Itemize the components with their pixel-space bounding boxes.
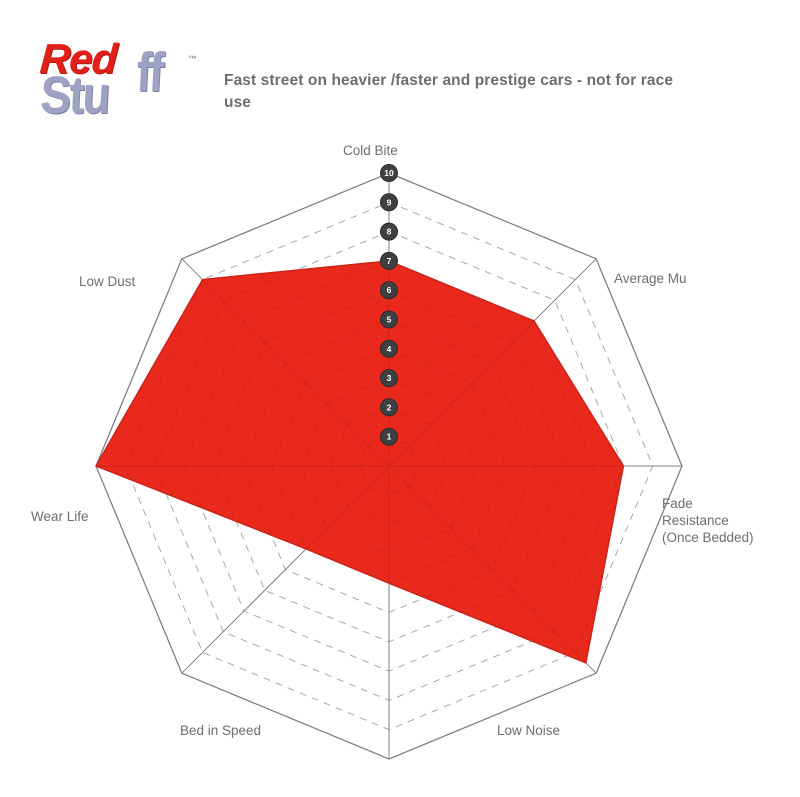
- tick-label-8: 8: [387, 227, 392, 237]
- tick-badge-5: 5: [380, 310, 398, 329]
- redstuff-logo: Stu Red ff ™: [34, 35, 197, 132]
- radar-spoke-overlay-7: [181, 260, 390, 467]
- tick-label-3: 3: [387, 373, 392, 383]
- axis-label-fade-resistance: Fade Resistance (Once Bedded): [662, 496, 754, 547]
- fade-line-2: Resistance: [662, 512, 729, 528]
- tick-badge-1: 1: [380, 427, 398, 446]
- tick-label-4: 4: [387, 344, 392, 354]
- tick-badge-8: 8: [380, 222, 398, 241]
- axis-label-low-dust: Low Dust: [79, 274, 136, 289]
- tick-label-9: 9: [387, 197, 392, 207]
- radar-ring-overlay-4: [271, 348, 507, 584]
- axis-label-low-noise: Low Noise: [497, 723, 561, 738]
- chart-subtitle: Fast street on heavier /faster and prest…: [224, 72, 674, 112]
- radar-ring-overlay-3: [300, 377, 478, 555]
- axis-label-wear-life: Wear Life: [31, 509, 89, 524]
- fade-line-3: (Once Bedded): [662, 529, 754, 545]
- tick-label-6: 6: [387, 285, 392, 295]
- tick-label-10: 10: [384, 168, 394, 178]
- tick-label-2: 2: [387, 402, 392, 412]
- axis-label-average-mu: Average Mu: [614, 271, 687, 286]
- tick-label-5: 5: [387, 315, 392, 325]
- tick-label-7: 7: [387, 256, 392, 266]
- tick-badge-7: 7: [380, 251, 398, 270]
- radar-ring-overlay-2: [329, 406, 449, 526]
- fade-line-1: Fade: [662, 496, 693, 511]
- axis-label-cold-bite: Cold Bite: [343, 143, 398, 158]
- radar-series-polygon: [94, 260, 625, 664]
- radar-ring-overlay-1: [359, 436, 419, 496]
- radar-ring-overlay-7: [183, 260, 595, 663]
- radar-ring-overlay-9: [124, 260, 624, 663]
- tick-badge-9: 9: [380, 193, 398, 212]
- tick-badge-4: 4: [380, 339, 398, 358]
- axis-label-bed-in-speed: Bed in Speed: [180, 723, 262, 738]
- radar-spoke-overlay-3: [388, 465, 597, 663]
- series-area-redstuff: [94, 260, 625, 664]
- tick-label-1: 1: [387, 432, 392, 442]
- trademark-symbol: ™: [188, 54, 197, 64]
- radar-tick-badges: 1 2 3 4 5 6 7 8 9 10: [380, 164, 398, 446]
- tick-badge-10: 10: [380, 164, 398, 182]
- tick-badge-2: 2: [380, 398, 398, 417]
- tick-badge-3: 3: [380, 369, 398, 388]
- tick-badge-6: 6: [380, 281, 398, 300]
